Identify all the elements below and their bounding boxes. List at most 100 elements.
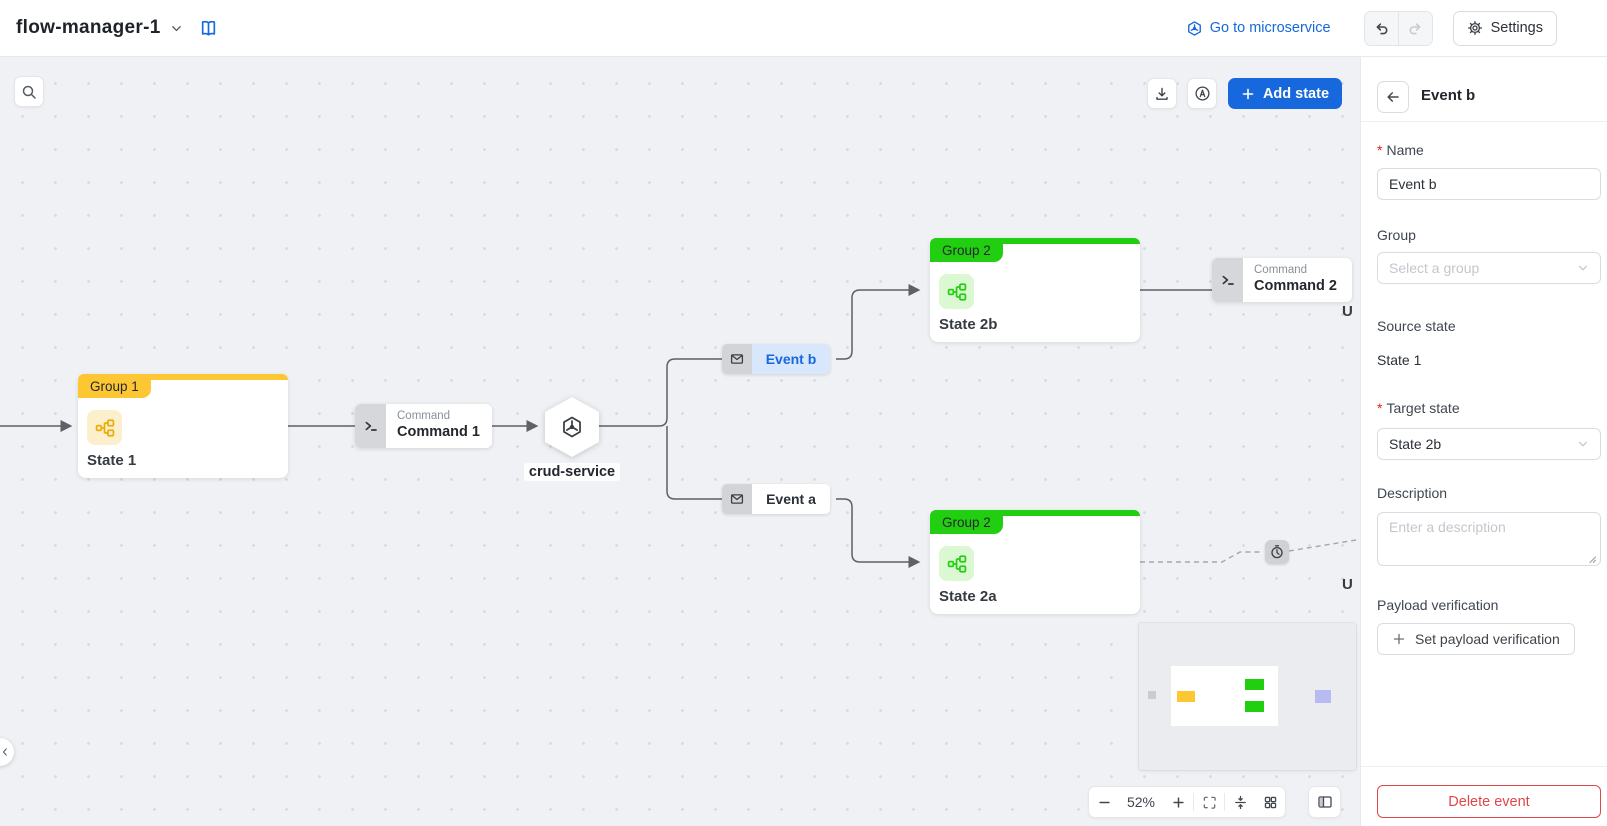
node-command-2[interactable]: Command Command 2 <box>1212 258 1352 302</box>
command-2-body: Command Command 2 <box>1243 258 1347 302</box>
command-2-type: Command <box>1254 264 1308 276</box>
target-state-value: State 2b <box>1389 436 1442 452</box>
fit-view-button[interactable] <box>1194 787 1224 817</box>
sidebar-layout-icon <box>1317 796 1332 808</box>
app-header: flow-manager-1 Go to microservice Settin… <box>0 0 1607 57</box>
plus-icon <box>1393 633 1405 645</box>
group-label: Group <box>1377 227 1416 243</box>
clipped-node-label-top: U <box>1342 303 1353 320</box>
source-state-label: Source state <box>1377 318 1456 334</box>
undo-icon <box>1376 22 1388 34</box>
fit-screen-icon <box>1203 796 1216 809</box>
chevron-down-icon <box>1578 441 1588 447</box>
group-select[interactable]: Select a group <box>1377 252 1601 284</box>
clipped-node-label-bottom: U <box>1342 576 1353 593</box>
target-state-label: * Target state <box>1377 400 1460 416</box>
command-2-name: Command 2 <box>1254 278 1337 295</box>
search-icon <box>22 85 36 99</box>
envelope-icon <box>722 344 752 374</box>
toggle-panel-button[interactable] <box>1308 786 1341 818</box>
settings-button[interactable]: Settings <box>1452 10 1557 46</box>
add-state-label: Add state <box>1262 85 1330 102</box>
command-1-body: Command Command 1 <box>386 404 490 448</box>
state-1-name: State 1 <box>87 452 137 469</box>
description-textarea[interactable] <box>1377 512 1601 566</box>
payload-verification-label: Payload verification <box>1377 597 1499 613</box>
auto-arrange-button[interactable] <box>1187 78 1217 109</box>
state-2a-name: State 2a <box>939 588 997 605</box>
crud-service-label-wrap: crud-service <box>512 463 632 481</box>
crud-service-label: crud-service <box>523 463 621 481</box>
state-1-group-tag: Group 1 <box>78 374 151 398</box>
node-state-2a[interactable]: Group 2 State 2a <box>930 510 1140 614</box>
node-event-a[interactable]: Event a <box>722 484 830 514</box>
redo-icon <box>1409 22 1421 34</box>
zoom-out-button[interactable] <box>1089 787 1119 817</box>
node-command-1[interactable]: Command Command 1 <box>355 404 492 448</box>
minimap-node-green-1 <box>1245 679 1264 690</box>
name-label: * Name <box>1377 142 1424 158</box>
go-to-microservice-label: Go to microservice <box>1209 20 1331 36</box>
zoom-level[interactable]: 52% <box>1126 794 1156 810</box>
add-state-button[interactable]: Add state <box>1228 78 1342 109</box>
undo-redo-group <box>1363 10 1433 46</box>
terminal-icon <box>355 404 386 448</box>
node-crud-service[interactable] <box>545 397 599 457</box>
go-to-microservice-link[interactable]: Go to microservice <box>1186 20 1331 37</box>
set-payload-verification-label: Set payload verification <box>1415 631 1560 647</box>
state-2a-group-bar <box>930 510 1140 516</box>
node-timer[interactable] <box>1265 540 1289 564</box>
docs-book-icon[interactable] <box>199 19 218 38</box>
panel-back-button[interactable] <box>1377 81 1409 113</box>
grid-icon <box>1264 796 1276 808</box>
event-a-label: Event a <box>752 484 830 514</box>
node-state-1[interactable]: Group 1 State 1 <box>78 374 288 478</box>
minimap-node-yellow <box>1177 691 1195 702</box>
flow-title[interactable]: flow-manager-1 <box>16 17 161 38</box>
chevron-left-icon <box>2 748 7 756</box>
group-select-placeholder: Select a group <box>1389 260 1480 276</box>
collapse-handle[interactable] <box>0 738 14 766</box>
envelope-icon <box>722 484 752 514</box>
minimap[interactable] <box>1139 623 1356 770</box>
command-1-type: Command <box>397 410 451 422</box>
settings-label: Settings <box>1490 20 1543 36</box>
timer-clock-icon <box>1271 545 1283 559</box>
panel-title: Event b <box>1421 87 1476 104</box>
flow-canvas[interactable]: Add state Group 1 State 1 Command Comman… <box>0 57 1360 826</box>
target-state-select[interactable]: State 2b <box>1377 428 1601 460</box>
service-hub-icon <box>563 416 581 438</box>
center-vertical-button[interactable] <box>1225 787 1255 817</box>
gear-icon <box>1467 20 1482 36</box>
delete-event-button[interactable]: Delete event <box>1377 785 1601 818</box>
state-2a-group-tag: Group 2 <box>930 510 1003 534</box>
state-2b-group-bar <box>930 238 1140 244</box>
controls-divider <box>1193 793 1194 811</box>
minimap-node-green-2 <box>1245 701 1264 712</box>
state-icon <box>939 546 974 581</box>
event-detail-panel: Event b *Name Group Select a group Sourc… <box>1360 57 1607 826</box>
plus-icon <box>1172 796 1184 808</box>
required-mark: * <box>1377 142 1383 158</box>
redo-button[interactable] <box>1397 11 1432 45</box>
source-state-value: State 1 <box>1377 352 1422 368</box>
terminal-icon <box>1212 258 1243 302</box>
zoom-in-button[interactable] <box>1163 787 1193 817</box>
export-download-button[interactable] <box>1147 78 1177 109</box>
node-event-b[interactable]: Event b <box>722 344 830 374</box>
undo-button[interactable] <box>1364 11 1398 45</box>
minimap-node-gray <box>1148 691 1156 699</box>
align-center-icon <box>1234 795 1246 809</box>
layout-grid-button[interactable] <box>1255 787 1285 817</box>
canvas-search-button[interactable] <box>14 76 44 107</box>
minus-icon <box>1098 801 1110 803</box>
panel-divider <box>1361 121 1607 122</box>
chevron-down-icon[interactable] <box>170 22 183 35</box>
controls-divider <box>1224 793 1225 811</box>
zoom-controls: 52% <box>1088 786 1286 818</box>
name-input[interactable] <box>1377 168 1601 200</box>
node-state-2b[interactable]: Group 2 State 2b <box>930 238 1140 342</box>
command-1-name: Command 1 <box>397 424 480 441</box>
set-payload-verification-button[interactable]: Set payload verification <box>1377 623 1575 655</box>
